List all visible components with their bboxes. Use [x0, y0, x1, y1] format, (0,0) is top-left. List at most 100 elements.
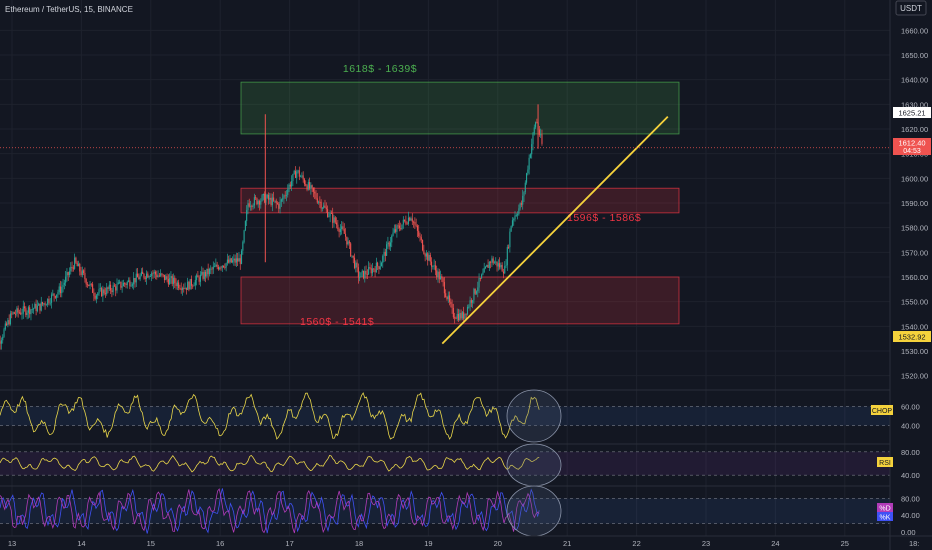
candle-body: [174, 277, 176, 284]
candle-body: [443, 282, 445, 294]
candle-body: [183, 288, 185, 289]
candle-body: [122, 283, 124, 287]
candle-body: [187, 281, 189, 290]
candle-body: [239, 258, 241, 264]
candle-body: [128, 280, 130, 282]
candle-body: [532, 133, 534, 145]
candle-body: [283, 195, 285, 199]
currency-label: USDT: [900, 4, 922, 13]
candle-body: [319, 201, 321, 203]
candle-body: [332, 213, 334, 223]
candle-body: [4, 323, 6, 330]
time-tick-label: 25: [841, 539, 849, 548]
candle-body: [181, 288, 184, 290]
trendline[interactable]: [441, 116, 669, 345]
candle-body: [45, 304, 47, 306]
candle-body: [511, 220, 513, 226]
candle-body: [40, 302, 42, 311]
candle-body: [125, 284, 127, 285]
candle-body: [373, 268, 375, 270]
candle-body: [515, 215, 517, 217]
candle-body: [57, 292, 59, 295]
time-axis[interactable]: 13 14 15 16 17 18 19 20 21 22 23 24 25 18:: [8, 539, 920, 548]
svg-text:1625.21: 1625.21: [898, 109, 925, 118]
candle-body: [364, 270, 366, 279]
candle-body: [8, 320, 10, 325]
candle-body: [199, 274, 202, 282]
highlight-ellipse[interactable]: [506, 485, 562, 537]
candle-body: [380, 262, 383, 267]
candle-body: [117, 282, 119, 285]
candle-body: [101, 288, 103, 297]
zone-box[interactable]: [240, 81, 680, 135]
candle-body: [333, 217, 335, 223]
candle-body: [420, 237, 422, 241]
candle-body: [427, 253, 429, 261]
candle-body: [106, 287, 108, 295]
candle-body: [95, 295, 98, 299]
candle-body: [79, 263, 81, 272]
candle-body: [47, 298, 49, 305]
candle-body: [235, 258, 237, 263]
price-tick-label: 1590.00: [901, 199, 928, 208]
candle-body: [359, 277, 361, 279]
candle-body: [72, 267, 74, 269]
candle-body: [541, 134, 543, 144]
candle-body: [81, 270, 83, 275]
indicator-tick-label: 80.00: [901, 448, 920, 457]
svg-text:1612.40: 1612.40: [898, 139, 925, 148]
candle-body: [153, 271, 155, 274]
candle-body: [97, 293, 99, 296]
candle-body: [26, 312, 28, 316]
candle-body: [247, 203, 249, 211]
candle-body: [176, 282, 178, 287]
candle-body: [9, 313, 11, 325]
price-tick-label: 1530.00: [901, 347, 928, 356]
candle-body: [469, 300, 471, 307]
candle-body: [535, 122, 537, 128]
candle-body: [517, 214, 519, 216]
candle-body: [71, 266, 73, 268]
candle-body: [325, 207, 327, 210]
candle-body: [157, 275, 159, 278]
candle-body: [211, 268, 213, 270]
candle-body: [425, 253, 427, 257]
highlight-ellipse[interactable]: [506, 443, 562, 487]
candle-body: [490, 261, 492, 263]
candle-body: [172, 277, 175, 284]
candle-body: [441, 276, 443, 279]
candle-body: [15, 313, 17, 315]
candle-body: [294, 170, 297, 178]
candle-body: [62, 284, 64, 287]
candle-body: [409, 217, 411, 221]
candle-body: [244, 221, 246, 231]
candle-body: [282, 198, 284, 200]
candle-body: [378, 266, 380, 270]
candle-body: [414, 221, 416, 225]
time-tick-label: 22: [632, 539, 640, 548]
candle-body: [423, 250, 425, 254]
candle-body: [384, 251, 386, 256]
candle-body: [315, 193, 317, 199]
candle-body: [502, 271, 505, 274]
candle-body: [221, 265, 223, 268]
candle-body: [464, 313, 466, 319]
price-axis[interactable]: [890, 0, 932, 550]
candle-body: [306, 185, 308, 190]
zone-box[interactable]: [240, 187, 680, 214]
price-tick-label: 1520.00: [901, 372, 928, 381]
candle-body: [246, 210, 248, 222]
symbol-title[interactable]: Ethereum / TetherUS, 15, BINANCE: [5, 5, 133, 14]
candle-body: [39, 303, 41, 311]
highlight-ellipse[interactable]: [506, 389, 562, 443]
candle-body: [242, 242, 244, 251]
candle-body: [89, 283, 91, 286]
candle-body: [382, 256, 384, 263]
price-tick-label: 1650.00: [901, 51, 928, 60]
svg-text:%K: %K: [880, 515, 891, 522]
currency-badge[interactable]: [895, 0, 927, 16]
candle-body: [330, 213, 332, 214]
price-tick-label: 1560.00: [901, 273, 928, 282]
candle-body: [292, 173, 294, 182]
